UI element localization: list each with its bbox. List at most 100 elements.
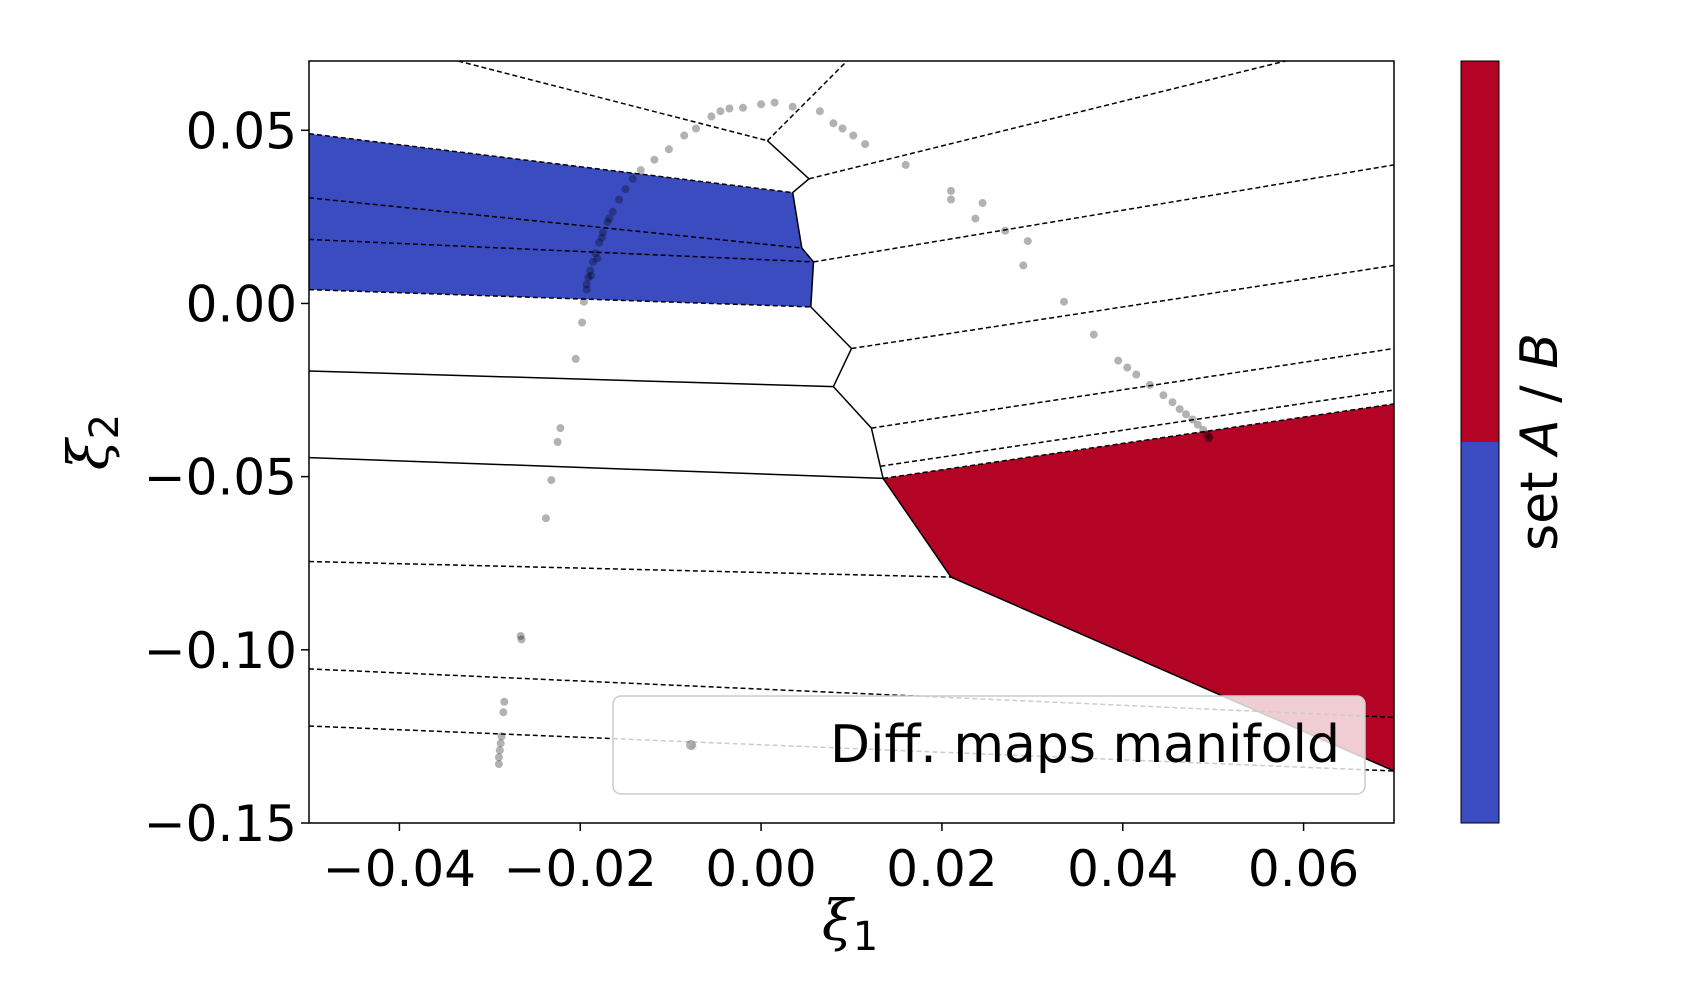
manifold-point-53 <box>1060 297 1068 306</box>
manifold-point-12 <box>556 424 565 433</box>
y-tick-label-4: 0.05 <box>186 102 297 160</box>
dashed-boundary-6 <box>309 288 811 308</box>
manifold-point-38 <box>770 98 779 107</box>
y-tick-label-3: 0.00 <box>186 275 297 333</box>
manifold-point-32 <box>692 124 700 133</box>
manifold-point-7 <box>517 635 526 644</box>
y-axis-label-symbol: ξ <box>57 436 122 470</box>
manifold-point-23 <box>603 218 612 227</box>
manifold-point-25 <box>615 195 624 204</box>
manifold-point-40 <box>815 107 824 116</box>
colorbar-set-b <box>1461 61 1499 442</box>
manifold-point-27 <box>628 174 637 183</box>
manifold-point-64 <box>1193 420 1202 429</box>
solid-boundary-0 <box>766 140 1394 772</box>
manifold-point-69 <box>582 285 591 294</box>
manifold-point-36 <box>739 103 747 112</box>
colorbar-frame <box>1460 60 1500 824</box>
dashed-boundary-12 <box>309 560 952 578</box>
plot-frame <box>308 60 1395 824</box>
manifold-point-3 <box>496 739 505 748</box>
colorbar-label-prefix: set <box>1510 455 1570 551</box>
colorbar-set-a <box>1461 442 1499 823</box>
manifold-point-14 <box>578 318 587 327</box>
manifold-point-35 <box>725 104 734 113</box>
manifold-point-63 <box>1188 415 1197 424</box>
manifold-point-18 <box>586 266 595 275</box>
colorbar-label-a: A <box>1510 419 1570 458</box>
solid-boundary-1 <box>309 370 834 388</box>
manifold-point-39 <box>788 102 797 111</box>
manifold-point-21 <box>595 238 604 247</box>
plot-area <box>309 61 1394 772</box>
x-tick-label-2: 0.00 <box>705 840 816 898</box>
manifold-point-29 <box>650 155 659 164</box>
x-tick-label-3: 0.02 <box>886 840 997 898</box>
manifold-point-65 <box>1199 425 1208 434</box>
solid-boundaries <box>309 140 1394 772</box>
manifold-point-74 <box>1204 434 1213 443</box>
manifold-point-34 <box>716 107 725 116</box>
x-axis-label-subscript: 1 <box>853 914 878 960</box>
manifold-point-2 <box>495 746 504 755</box>
manifold-point-10 <box>547 476 556 485</box>
manifold-point-54 <box>1089 330 1098 339</box>
y-tick-label-2: −0.05 <box>144 449 297 507</box>
manifold-point-33 <box>707 112 716 121</box>
legend-label: Diff. maps manifold <box>830 715 1340 775</box>
manifold-point-67 <box>1205 432 1214 441</box>
manifold-point-16 <box>582 280 591 289</box>
dashed-boundary-7 <box>813 164 1394 263</box>
manifold-point-43 <box>849 131 858 140</box>
manifold-point-19 <box>588 257 597 266</box>
x-axis-label: ξ1 <box>822 889 878 960</box>
dashed-boundary-1 <box>766 61 848 142</box>
manifold-point-48 <box>978 199 987 207</box>
legend: Diff. maps manifold <box>612 695 1366 795</box>
y-ticks: −0.15 −0.10 −0.05 0.00 0.05 <box>144 102 309 853</box>
manifold-point-30 <box>664 145 673 154</box>
y-tick-label-0: −0.15 <box>144 795 297 853</box>
dashed-boundary-11 <box>882 403 1394 480</box>
manifold-point-22 <box>598 228 607 237</box>
dashed-boundary-0 <box>458 61 768 142</box>
manifold-point-15 <box>579 297 588 306</box>
x-ticks: −0.04 −0.02 0.00 0.02 0.04 0.06 <box>323 823 1359 898</box>
manifold-point-13 <box>571 354 580 363</box>
manifold-point-61 <box>1175 405 1184 414</box>
dashed-boundary-3 <box>309 132 793 194</box>
dashed-boundary-4 <box>309 197 802 249</box>
manifold-point-24 <box>608 207 617 216</box>
manifold-point-58 <box>1145 380 1154 389</box>
y-axis-label-subscript: 2 <box>82 414 128 439</box>
manifold-point-20 <box>591 249 600 258</box>
regions <box>309 133 1394 771</box>
manifold-point-42 <box>838 124 847 133</box>
x-axis-label-symbol: ξ <box>822 889 856 954</box>
manifold-point-55 <box>1114 356 1123 365</box>
manifold-point-59 <box>1159 391 1168 400</box>
manifold-point-28 <box>636 166 645 175</box>
manifold-point-11 <box>553 438 562 446</box>
dashed-boundary-2 <box>808 61 1286 180</box>
manifold-point-66 <box>1202 430 1211 439</box>
legend-box <box>612 695 1366 795</box>
manifold-point-31 <box>680 131 689 140</box>
colorbar: set A / B <box>1460 60 1570 824</box>
manifold-point-51 <box>1023 237 1032 246</box>
manifold-point-41 <box>829 119 838 128</box>
manifold-point-6 <box>500 697 509 706</box>
manifold-point-52 <box>1019 261 1028 270</box>
manifold-point-71 <box>593 254 602 263</box>
manifold-point-1 <box>494 753 503 762</box>
dashed-boundary-10 <box>880 389 1394 467</box>
manifold-point-37 <box>757 100 766 109</box>
manifold-point-60 <box>1168 398 1177 407</box>
manifold-point-17 <box>584 273 593 282</box>
manifold-point-72 <box>597 233 606 242</box>
x-tick-label-0: −0.04 <box>323 840 476 898</box>
set-B-region <box>883 403 1394 771</box>
manifold-point-73 <box>605 214 614 223</box>
manifold-points <box>494 98 1214 769</box>
